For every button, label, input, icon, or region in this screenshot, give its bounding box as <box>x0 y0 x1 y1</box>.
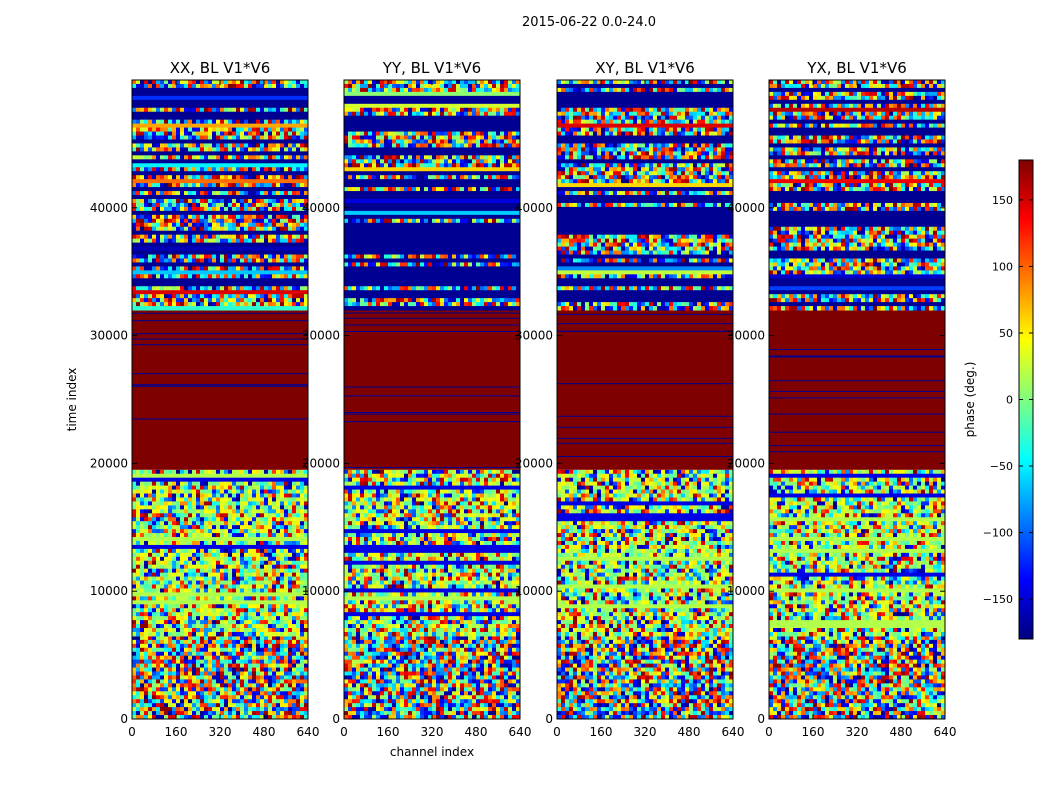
x-tick-label: 0 <box>340 725 348 739</box>
panel-title: XX, BL V1*V6 <box>170 59 271 77</box>
y-tick-label: 40000 <box>302 201 340 215</box>
y-tick-label: 40000 <box>90 201 128 215</box>
x-tick-label: 0 <box>553 725 561 739</box>
x-tick-label: 480 <box>890 725 913 739</box>
x-tick-label: 160 <box>377 725 400 739</box>
y-tick-label: 30000 <box>515 329 553 343</box>
x-tick-label: 320 <box>209 725 232 739</box>
panel-3: YX, BL V1*V6 0 160 320 480 640 0 10000 20000 3000… <box>727 59 957 739</box>
y-tick-label: 40000 <box>515 201 553 215</box>
x-tick-label: 160 <box>802 725 825 739</box>
y-tick-label: 10000 <box>727 584 765 598</box>
x-tick-label: 640 <box>934 725 957 739</box>
region-flat <box>344 310 520 470</box>
heatmap-image <box>769 80 946 720</box>
panel-title: YX, BL V1*V6 <box>806 59 907 77</box>
colorbar-tick-label: −150 <box>983 593 1013 606</box>
colorbar-tick-label: −50 <box>990 460 1013 473</box>
y-tick-label: 0 <box>120 712 128 726</box>
y-tick-label: 20000 <box>515 456 553 470</box>
colorbar-tick-label: 0 <box>1006 394 1013 407</box>
colorbar-tick-label: 100 <box>992 260 1013 273</box>
x-tick-label: 320 <box>846 725 869 739</box>
y-tick-label: 0 <box>757 712 765 726</box>
x-tick-label: 0 <box>128 725 136 739</box>
colorbar-tick-label: −100 <box>983 527 1013 540</box>
panel-0: XX, BL V1*V6 0 160 320 480 640 0 10000 20000 3000… <box>65 59 319 739</box>
y-tick-label: 30000 <box>90 329 128 343</box>
x-tick-label: 640 <box>722 725 745 739</box>
y-tick-label: 0 <box>332 712 340 726</box>
y-tick-label: 10000 <box>90 584 128 598</box>
x-tick-label: 640 <box>509 725 532 739</box>
colorbar-label: phase (deg.) <box>963 362 977 438</box>
heatmap-image <box>132 80 309 720</box>
panel-2: XY, BL V1*V6 0 160 320 480 640 0 10000 20000 3000… <box>515 59 745 739</box>
x-axis-label: channel index <box>390 745 474 759</box>
x-tick-label: 480 <box>253 725 276 739</box>
y-tick-label: 20000 <box>302 456 340 470</box>
y-tick-label: 20000 <box>90 456 128 470</box>
y-tick-label: 0 <box>545 712 553 726</box>
colorbar-tick-label: 50 <box>999 327 1013 340</box>
y-tick-label: 30000 <box>727 329 765 343</box>
y-tick-label: 40000 <box>727 201 765 215</box>
colorbar-tick-label: 150 <box>992 194 1013 207</box>
y-tick-label: 30000 <box>302 329 340 343</box>
panel-1: YY, BL V1*V6 0 160 320 480 640 0 10000 20000 3000… <box>302 59 532 759</box>
panel-title: YY, BL V1*V6 <box>382 59 481 77</box>
x-tick-label: 160 <box>590 725 613 739</box>
colorbar: −150 −100 −50 0 50 100 150 phase (deg.) <box>963 160 1033 639</box>
x-tick-label: 640 <box>297 725 320 739</box>
region-flat <box>557 310 733 470</box>
y-tick-label: 20000 <box>727 456 765 470</box>
y-axis-label: time index <box>65 368 79 432</box>
panels-group: XX, BL V1*V6 0 160 320 480 640 0 10000 20000 3000… <box>65 59 956 759</box>
panel-title: XY, BL V1*V6 <box>595 59 695 77</box>
x-tick-label: 320 <box>634 725 657 739</box>
heatmap-image <box>557 80 734 720</box>
y-tick-label: 10000 <box>302 584 340 598</box>
x-tick-label: 0 <box>765 725 773 739</box>
x-tick-label: 320 <box>421 725 444 739</box>
figure-suptitle: 2015-06-22 0.0-24.0 <box>522 15 656 30</box>
x-tick-label: 480 <box>678 725 701 739</box>
y-tick-label: 10000 <box>515 584 553 598</box>
x-tick-label: 160 <box>165 725 188 739</box>
heatmap-image <box>344 80 521 720</box>
x-tick-label: 480 <box>465 725 488 739</box>
